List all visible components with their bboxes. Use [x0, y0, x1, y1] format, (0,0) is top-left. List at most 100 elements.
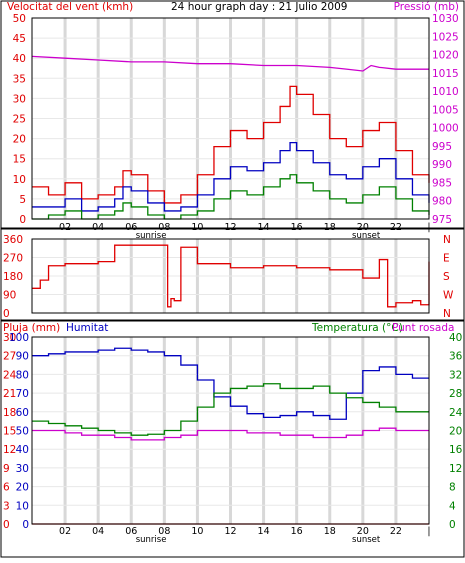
- humidity-y-tick-label: 80: [16, 369, 29, 381]
- pressure-y-tick-label: 980: [432, 196, 452, 208]
- panel-frame-wind: [0, 0, 465, 229]
- rain-y-tick-label: 15: [3, 426, 16, 438]
- sunset-label: sunset: [352, 535, 381, 545]
- x-tick-label: 04: [92, 526, 104, 537]
- wind-avg-line: [32, 141, 430, 212]
- temperature-y-tick-label: 4: [449, 500, 456, 512]
- x-tick-label: 02: [59, 222, 71, 233]
- pressure-y-tick-label: 1025: [432, 31, 459, 43]
- humidity-y-tick-label: 100: [9, 332, 29, 344]
- x-tick-label: 06: [125, 222, 137, 233]
- wind-axis-title: Velocitat del vent (kmh): [7, 1, 133, 13]
- temperature-y-tick-label: 0: [449, 519, 456, 531]
- temperature-y-tick-label: 32: [449, 369, 462, 381]
- x-tick-label: 02: [59, 526, 71, 537]
- x-tick-label: 12: [224, 222, 236, 233]
- rain-y-tick-label: 6: [3, 482, 10, 494]
- humidity-y-tick-label: 90: [16, 351, 29, 363]
- pressure-y-tick-label: 1015: [432, 68, 459, 80]
- pressure-y-tick-label: 1000: [432, 123, 459, 135]
- humidity-y-tick-label: 50: [16, 426, 29, 438]
- dewpoint-axis-title: Punt rosada: [392, 322, 454, 334]
- humidity-y-tick-label: 30: [16, 463, 29, 475]
- chart-title: 24 hour graph day : 21 Julio 2009: [171, 1, 347, 13]
- x-tick-label: 22: [390, 222, 402, 233]
- direction-y-tick-label: 90: [3, 290, 16, 302]
- x-tick-label: 22: [390, 526, 402, 537]
- x-tick-label: |: [427, 222, 430, 233]
- compass-tick-label: E: [443, 253, 450, 265]
- direction-y-tick-label: 0: [3, 308, 10, 320]
- sunrise-label: sunrise: [136, 535, 167, 545]
- humidity-y-tick-label: 0: [22, 519, 29, 531]
- plot-area: [31, 336, 430, 525]
- pressure-axis-title: Pressió (mb): [394, 1, 459, 13]
- temperature-y-tick-label: 24: [449, 407, 463, 419]
- wind-y-tick-label: 20: [13, 134, 26, 146]
- temperature-axis-title: Temperatura (°C): [311, 322, 403, 334]
- pressure-y-tick-label: 1030: [432, 13, 459, 25]
- temperature-y-tick-label: 20: [449, 426, 462, 438]
- pressure-y-tick-label: 975: [432, 214, 452, 226]
- rain-axis-title: Pluja (mm): [3, 322, 60, 334]
- x-tick-label: 18: [324, 222, 336, 233]
- x-tick-label: 16: [291, 222, 303, 233]
- x-tick-label: 10: [191, 222, 203, 233]
- wind-y-tick-label: 35: [13, 73, 26, 85]
- pressure-y-tick-label: 990: [432, 159, 452, 171]
- sunrise-label: sunrise: [136, 231, 167, 241]
- sunset-label: sunset: [352, 231, 381, 241]
- wind-y-tick-label: 15: [13, 154, 26, 166]
- wind-y-tick-label: 10: [13, 174, 26, 186]
- wind-y-tick-label: 5: [19, 194, 26, 206]
- wind-y-tick-label: 25: [13, 114, 26, 126]
- temperature-y-tick-label: 40: [449, 332, 462, 344]
- wind-y-tick-label: 0: [19, 214, 26, 226]
- x-tick-label: 12: [224, 526, 236, 537]
- humidity-line: [32, 347, 429, 420]
- pressure-y-tick-label: 995: [432, 141, 452, 153]
- rain-y-tick-label: 18: [3, 407, 16, 419]
- pressure-y-tick-label: 985: [432, 177, 452, 189]
- humidity-y-tick-label: 40: [16, 444, 29, 456]
- x-tick-label: 20: [357, 222, 369, 233]
- dewpoint-line: [32, 427, 429, 441]
- temperature-y-tick-label: 16: [449, 444, 463, 456]
- x-tick-label: 10: [191, 526, 203, 537]
- rain-y-tick-label: 12: [3, 444, 16, 456]
- direction-line: [32, 244, 430, 308]
- rain-y-tick-label: 3: [3, 500, 10, 512]
- panel-frame-direction: [0, 228, 465, 321]
- temperature-y-tick-label: 8: [449, 482, 456, 494]
- temperature-line: [32, 383, 429, 436]
- pressure-y-tick-label: 1020: [432, 50, 459, 62]
- rain-y-tick-label: 0: [3, 519, 10, 531]
- humidity-y-tick-label: 20: [16, 482, 29, 494]
- wind-gust-line: [32, 85, 430, 204]
- humidity-y-tick-label: 10: [16, 500, 29, 512]
- compass-tick-label: N: [443, 308, 451, 320]
- pressure-line: [31, 55, 429, 72]
- x-tick-label: 08: [158, 526, 170, 537]
- x-tick-label: 14: [258, 222, 270, 233]
- wind-y-tick-label: 45: [13, 33, 26, 45]
- compass-tick-label: W: [443, 290, 454, 302]
- humidity-y-tick-label: 70: [16, 388, 29, 400]
- x-tick-label: 20: [357, 526, 369, 537]
- x-tick-label: |: [427, 526, 430, 537]
- rain-y-tick-label: 30: [3, 332, 16, 344]
- temperature-y-tick-label: 28: [449, 388, 462, 400]
- temperature-y-tick-label: 36: [449, 351, 463, 363]
- wind-y-tick-label: 50: [13, 13, 26, 25]
- x-tick-label: 14: [258, 526, 270, 537]
- pressure-y-tick-label: 1010: [432, 86, 459, 98]
- x-tick-label: 06: [125, 526, 137, 537]
- x-tick-label: 04: [92, 222, 104, 233]
- wind-min-line: [32, 174, 430, 220]
- compass-tick-label: N: [443, 234, 451, 246]
- x-tick-label: 18: [324, 526, 336, 537]
- rain-y-tick-label: 24: [3, 369, 17, 381]
- pressure-y-tick-label: 1005: [432, 104, 459, 116]
